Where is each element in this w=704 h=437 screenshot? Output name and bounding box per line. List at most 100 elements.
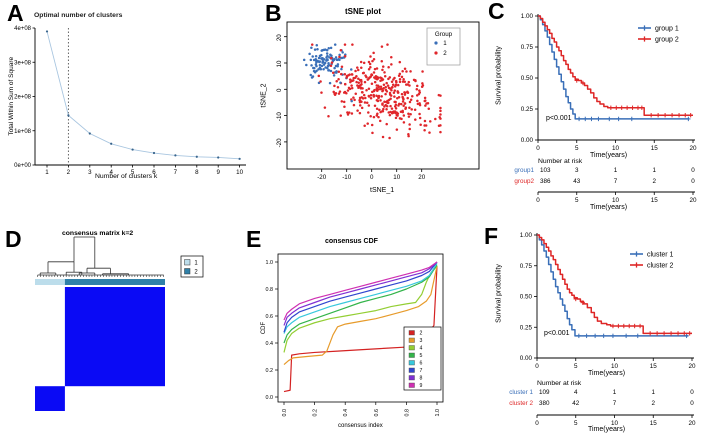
cdf-title: consensus CDF [325, 238, 378, 245]
svg-text:5: 5 [420, 353, 423, 359]
svg-text:7: 7 [613, 400, 617, 407]
svg-text:4: 4 [420, 346, 423, 352]
panel-tsne-plot: B tSNE plot tSNE_2 tSNE_1 -20 -10 0 10 20 -20… [255, 0, 485, 212]
km-f-x-axis-label: Time(years) [588, 370, 626, 377]
svg-text:-10: -10 [342, 174, 352, 181]
svg-text:0.25: 0.25 [521, 106, 534, 113]
svg-text:9: 9 [420, 383, 423, 389]
svg-text:8: 8 [420, 376, 423, 382]
svg-text:0: 0 [691, 178, 695, 185]
svg-text:0.0: 0.0 [266, 395, 274, 401]
consensus-matrix-chart: 12 [35, 236, 204, 411]
svg-text:-10: -10 [276, 112, 283, 122]
elbow-x-axis-label: Number of clusters k [95, 173, 158, 180]
svg-text:0: 0 [535, 363, 539, 370]
svg-text:5: 5 [574, 420, 578, 427]
svg-text:0: 0 [691, 167, 695, 174]
svg-text:0: 0 [276, 88, 283, 92]
svg-text:5: 5 [575, 197, 579, 204]
svg-text:0.75: 0.75 [521, 44, 534, 51]
svg-text:0.50: 0.50 [521, 75, 534, 82]
svg-text:1: 1 [194, 261, 198, 267]
svg-text:6: 6 [420, 361, 423, 367]
svg-text:0.4: 0.4 [343, 409, 349, 417]
elbow-title: Optimal number of clusters [34, 12, 123, 19]
svg-text:1: 1 [613, 389, 617, 396]
km-c-pvalue: p<0.001 [546, 115, 572, 122]
svg-text:cluster 2: cluster 2 [509, 400, 533, 407]
svg-text:20: 20 [688, 363, 696, 370]
svg-text:2: 2 [420, 331, 423, 337]
km-f-pvalue: p<0.001 [544, 330, 570, 337]
svg-text:0.50: 0.50 [520, 294, 533, 301]
svg-text:380: 380 [539, 400, 550, 407]
svg-text:10: 10 [236, 169, 243, 176]
svg-text:group2: group2 [514, 178, 534, 185]
panel-consensus-cdf: E consensus CDF CDF consensus index 0.0 0… [240, 225, 480, 437]
svg-text:0: 0 [690, 389, 694, 396]
svg-text:2: 2 [652, 178, 656, 185]
svg-text:6: 6 [152, 169, 156, 176]
svg-text:0: 0 [690, 400, 694, 407]
svg-text:3: 3 [420, 338, 423, 344]
svg-text:-20: -20 [276, 138, 283, 148]
cdf-x-axis-label: consensus index [338, 423, 383, 429]
panel-letter-d: D [5, 226, 22, 252]
panel-letter-c: C [488, 0, 505, 24]
svg-text:9: 9 [216, 169, 220, 176]
svg-text:0.2: 0.2 [266, 368, 274, 374]
svg-text:1.00: 1.00 [521, 13, 534, 20]
svg-text:2: 2 [443, 50, 447, 57]
svg-text:4: 4 [109, 169, 113, 176]
panel-survival-clusters: F Survival probability p<0.001 Time(year… [480, 225, 704, 437]
km-c-risk-table-title: Number at risk [538, 158, 583, 165]
svg-text:0.2: 0.2 [313, 409, 319, 417]
svg-text:0.6: 0.6 [266, 314, 274, 320]
svg-text:0: 0 [536, 145, 540, 152]
svg-text:cluster 1: cluster 1 [647, 252, 674, 259]
tsne-chart: -20 -10 0 10 20 -20 -10 0 10 20 Group 1 2 [276, 21, 480, 181]
svg-text:1e+08: 1e+08 [14, 129, 32, 135]
panel-elbow-plot: A Optimal number of clusters Total Withi… [0, 0, 252, 225]
svg-text:1.0: 1.0 [266, 260, 274, 266]
svg-text:0.4: 0.4 [266, 341, 274, 347]
panel-letter-f: F [484, 223, 499, 249]
svg-text:10: 10 [276, 60, 283, 67]
svg-text:3e+08: 3e+08 [14, 60, 32, 66]
svg-text:1: 1 [45, 169, 49, 176]
svg-text:2: 2 [651, 400, 655, 407]
svg-text:0: 0 [536, 197, 540, 204]
svg-text:8: 8 [195, 169, 199, 176]
svg-text:20: 20 [418, 174, 425, 181]
svg-text:10: 10 [612, 145, 620, 152]
svg-text:20: 20 [688, 420, 696, 427]
panel-survival-groups: C Survival probability p<0.001 Time(year… [480, 0, 704, 215]
svg-text:20: 20 [689, 145, 697, 152]
km-f-risk-table-title: Number at risk [537, 380, 582, 387]
svg-text:0.25: 0.25 [520, 324, 533, 331]
svg-text:-20: -20 [317, 174, 327, 181]
svg-text:Group: Group [435, 31, 453, 38]
svg-text:cluster 1: cluster 1 [509, 389, 533, 396]
svg-text:15: 15 [651, 197, 659, 204]
svg-text:0: 0 [370, 174, 374, 181]
svg-text:0.6: 0.6 [374, 409, 380, 417]
svg-text:0.8: 0.8 [266, 287, 274, 293]
svg-text:5: 5 [131, 169, 135, 176]
svg-text:7: 7 [420, 368, 423, 374]
svg-text:20: 20 [689, 197, 697, 204]
svg-text:15: 15 [650, 420, 658, 427]
svg-text:10: 10 [612, 197, 620, 204]
svg-text:1: 1 [651, 389, 655, 396]
svg-text:cluster 2: cluster 2 [647, 263, 674, 270]
svg-text:3: 3 [88, 169, 92, 176]
svg-text:5: 5 [575, 145, 579, 152]
svg-text:1: 1 [443, 40, 447, 47]
svg-text:15: 15 [651, 145, 659, 152]
svg-text:2: 2 [194, 270, 198, 276]
svg-text:4e+08: 4e+08 [14, 26, 32, 32]
